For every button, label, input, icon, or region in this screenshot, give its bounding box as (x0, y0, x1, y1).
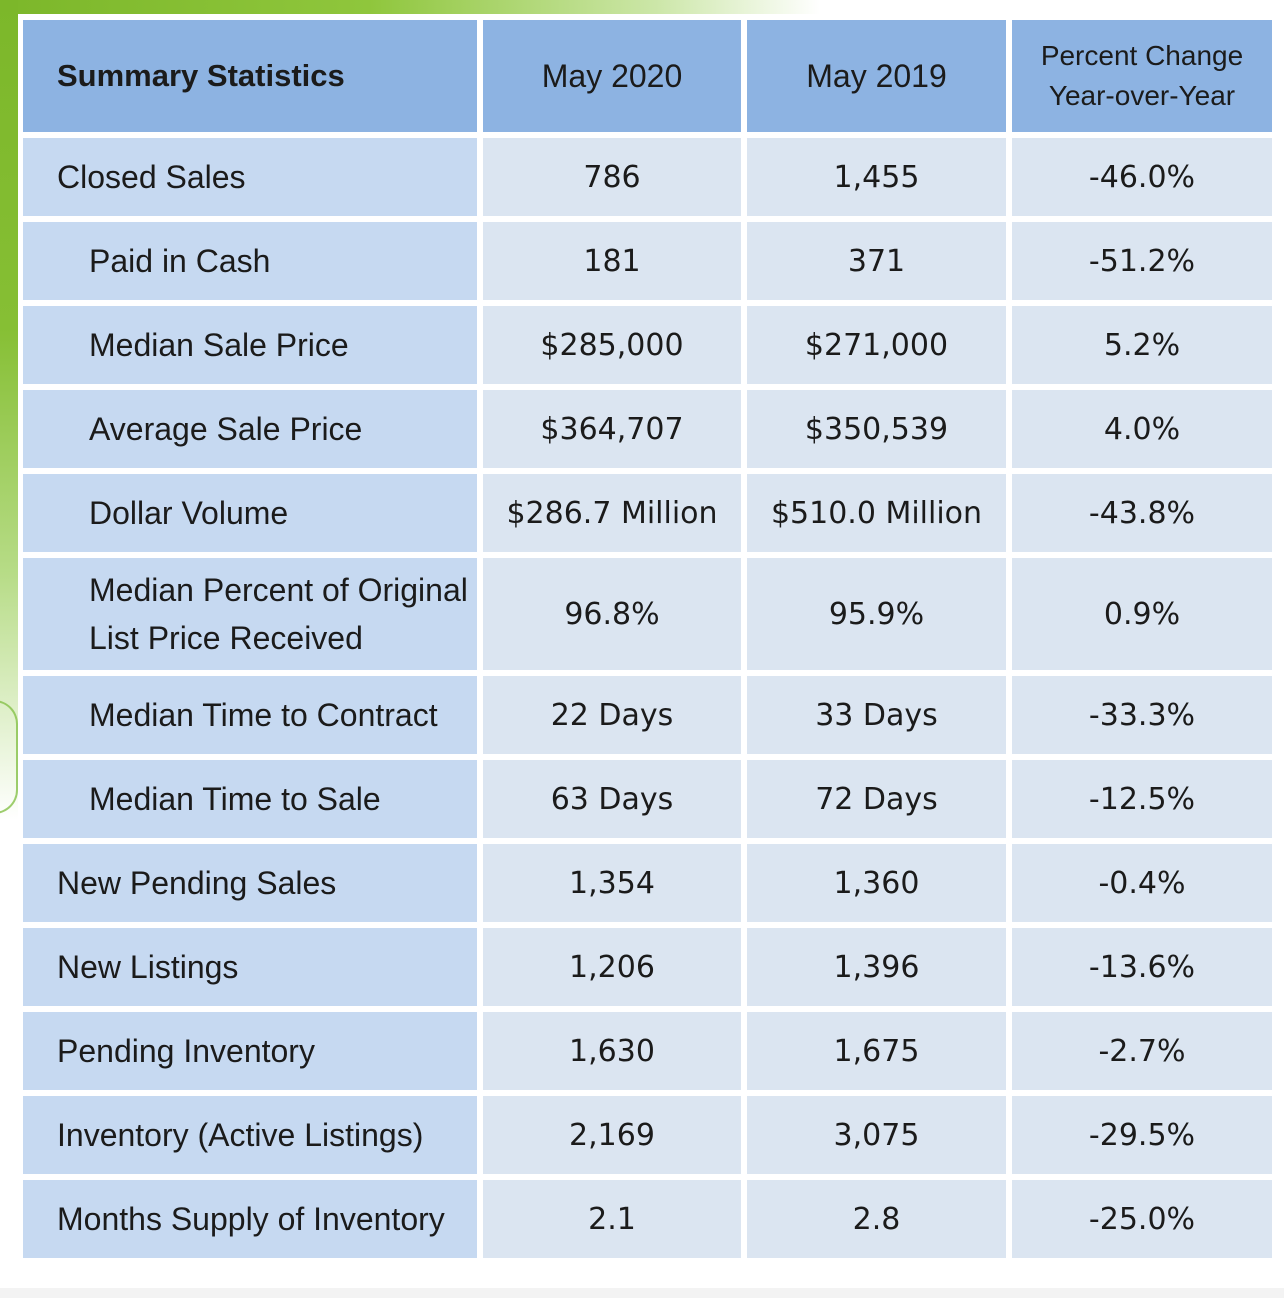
table-row: New Listings 1,206 1,396 -13.6% (23, 928, 1272, 1006)
table-row: Closed Sales 786 1,455 -46.0% (23, 138, 1272, 216)
bottom-edge (0, 1288, 1284, 1298)
row-label: Median Time to Sale (23, 760, 477, 838)
header-may-2019: May 2019 (747, 20, 1006, 132)
cell-may-2019: $350,539 (747, 390, 1006, 468)
green-accent-side (0, 0, 18, 820)
table-row: Dollar Volume $286.7 Million $510.0 Mill… (23, 474, 1272, 552)
table-row: Pending Inventory 1,630 1,675 -2.7% (23, 1012, 1272, 1090)
cell-may-2020: $285,000 (483, 306, 741, 384)
row-label: Median Time to Contract (23, 676, 477, 754)
table-row: Median Percent of Original List Price Re… (23, 558, 1272, 670)
green-accent-bar (0, 0, 820, 14)
cell-may-2019: 371 (747, 222, 1006, 300)
cell-may-2019: 1,396 (747, 928, 1006, 1006)
cell-may-2019: 3,075 (747, 1096, 1006, 1174)
table-row: New Pending Sales 1,354 1,360 -0.4% (23, 844, 1272, 922)
table-row: Median Time to Contract 22 Days 33 Days … (23, 676, 1272, 754)
cell-may-2020: 181 (483, 222, 741, 300)
row-label-line1: Median Percent of Original (89, 572, 468, 608)
table-row: Months Supply of Inventory 2.1 2.8 -25.0… (23, 1180, 1272, 1258)
cell-may-2019: $510.0 Million (747, 474, 1006, 552)
row-label-line2: List Price Received (89, 620, 363, 656)
cell-may-2020: $364,707 (483, 390, 741, 468)
table-row: Inventory (Active Listings) 2,169 3,075 … (23, 1096, 1272, 1174)
cell-may-2020: 1,630 (483, 1012, 741, 1090)
cell-may-2020: 1,354 (483, 844, 741, 922)
cell-may-2020: 22 Days (483, 676, 741, 754)
header-percent-change: Percent Change Year-over-Year (1012, 20, 1272, 132)
row-label: New Listings (23, 928, 477, 1006)
row-label: Average Sale Price (23, 390, 477, 468)
row-label: Median Percent of Original List Price Re… (23, 558, 477, 670)
cell-may-2020: 63 Days (483, 760, 741, 838)
row-label: Months Supply of Inventory (23, 1180, 477, 1258)
cell-may-2020: $286.7 Million (483, 474, 741, 552)
cell-may-2020: 786 (483, 138, 741, 216)
cell-may-2019: 72 Days (747, 760, 1006, 838)
cell-may-2020: 2,169 (483, 1096, 741, 1174)
cell-percent-change: -29.5% (1012, 1096, 1272, 1174)
cell-percent-change: -46.0% (1012, 138, 1272, 216)
row-label: Inventory (Active Listings) (23, 1096, 477, 1174)
header-row: Summary Statistics May 2020 May 2019 Per… (23, 20, 1272, 132)
table-row: Average Sale Price $364,707 $350,539 4.0… (23, 390, 1272, 468)
table-row: Median Sale Price $285,000 $271,000 5.2% (23, 306, 1272, 384)
cell-percent-change: -51.2% (1012, 222, 1272, 300)
cell-may-2020: 96.8% (483, 558, 741, 670)
header-summary-statistics: Summary Statistics (23, 20, 477, 132)
cell-percent-change: -13.6% (1012, 928, 1272, 1006)
row-label: Paid in Cash (23, 222, 477, 300)
cell-may-2019: 1,675 (747, 1012, 1006, 1090)
summary-statistics-table: Summary Statistics May 2020 May 2019 Per… (17, 14, 1278, 1264)
cell-percent-change: -2.7% (1012, 1012, 1272, 1090)
row-label: New Pending Sales (23, 844, 477, 922)
cell-percent-change: 5.2% (1012, 306, 1272, 384)
cell-percent-change: -0.4% (1012, 844, 1272, 922)
cell-may-2019: 1,360 (747, 844, 1006, 922)
cell-may-2019: 33 Days (747, 676, 1006, 754)
header-may-2020: May 2020 (483, 20, 741, 132)
row-label: Pending Inventory (23, 1012, 477, 1090)
table-row: Median Time to Sale 63 Days 72 Days -12.… (23, 760, 1272, 838)
cell-may-2019: 1,455 (747, 138, 1006, 216)
cell-percent-change: 0.9% (1012, 558, 1272, 670)
table-row: Paid in Cash 181 371 -51.2% (23, 222, 1272, 300)
row-label: Dollar Volume (23, 474, 477, 552)
green-accent-curve (0, 700, 18, 814)
cell-percent-change: -33.3% (1012, 676, 1272, 754)
cell-percent-change: 4.0% (1012, 390, 1272, 468)
header-percent-change-line1: Percent Change (1040, 40, 1244, 71)
cell-may-2019: 95.9% (747, 558, 1006, 670)
cell-may-2019: 2.8 (747, 1180, 1006, 1258)
header-percent-change-line2: Year-over-Year (1048, 80, 1236, 111)
cell-may-2020: 2.1 (483, 1180, 741, 1258)
row-label: Closed Sales (23, 138, 477, 216)
cell-percent-change: -43.8% (1012, 474, 1272, 552)
row-label: Median Sale Price (23, 306, 477, 384)
cell-percent-change: -12.5% (1012, 760, 1272, 838)
cell-percent-change: -25.0% (1012, 1180, 1272, 1258)
cell-may-2020: 1,206 (483, 928, 741, 1006)
cell-may-2019: $271,000 (747, 306, 1006, 384)
